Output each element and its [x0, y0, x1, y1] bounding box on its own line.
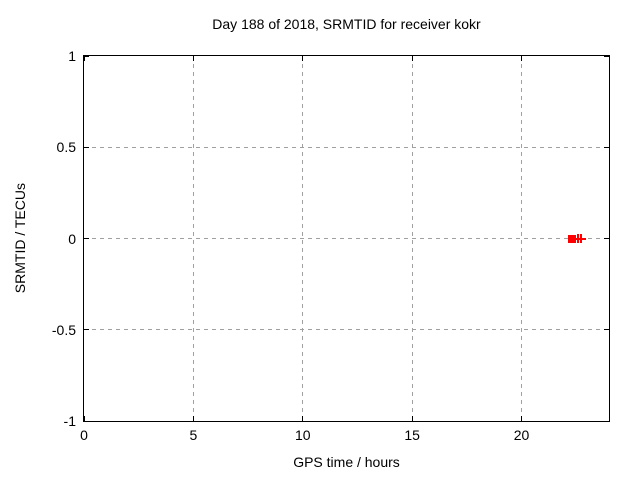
- y-tick-left: [84, 146, 89, 148]
- x-tick-top: [83, 56, 85, 61]
- y-gridline: [84, 329, 609, 331]
- x-tick-label: 5: [189, 427, 198, 443]
- data-point-square: [568, 234, 577, 243]
- x-tick-label: 0: [80, 427, 88, 443]
- x-tick-top: [521, 56, 522, 61]
- plot-area: [83, 55, 610, 422]
- y-tick-right: [604, 146, 609, 148]
- x-tick-bottom: [192, 416, 194, 421]
- y-tick-left: [84, 238, 89, 239]
- y-tick-label: -1: [63, 413, 76, 429]
- x-tick-bottom: [521, 416, 522, 421]
- y-tick-label: 1: [68, 48, 76, 64]
- y-gridline: [84, 146, 609, 148]
- x-tick-bottom: [411, 416, 413, 421]
- chart-title: Day 188 of 2018, SRMTID for receiver kok…: [212, 16, 481, 32]
- data-point-plus: [576, 234, 586, 243]
- x-tick-bottom: [83, 416, 85, 421]
- y-tick-label: 0: [68, 230, 76, 247]
- x-tick-top: [192, 56, 194, 61]
- y-tick-right: [604, 55, 609, 57]
- y-tick-left: [84, 420, 89, 422]
- y-tick-right: [604, 420, 609, 422]
- x-axis-label: GPS time / hours: [293, 454, 400, 470]
- y-tick-label: -0.5: [51, 321, 76, 338]
- x-tick-label: 20: [513, 427, 530, 443]
- x-tick-label: 15: [404, 427, 420, 443]
- y-tick-left: [84, 55, 89, 57]
- x-tick-top: [302, 56, 304, 61]
- x-tick-bottom: [302, 416, 304, 421]
- y-gridline: [84, 238, 609, 239]
- x-tick-label: 10: [294, 427, 311, 443]
- y-tick-right: [604, 238, 609, 239]
- y-tick-right: [604, 329, 609, 331]
- y-tick-label: 0.5: [56, 139, 76, 156]
- x-tick-top: [411, 56, 413, 61]
- y-tick-left: [84, 329, 89, 331]
